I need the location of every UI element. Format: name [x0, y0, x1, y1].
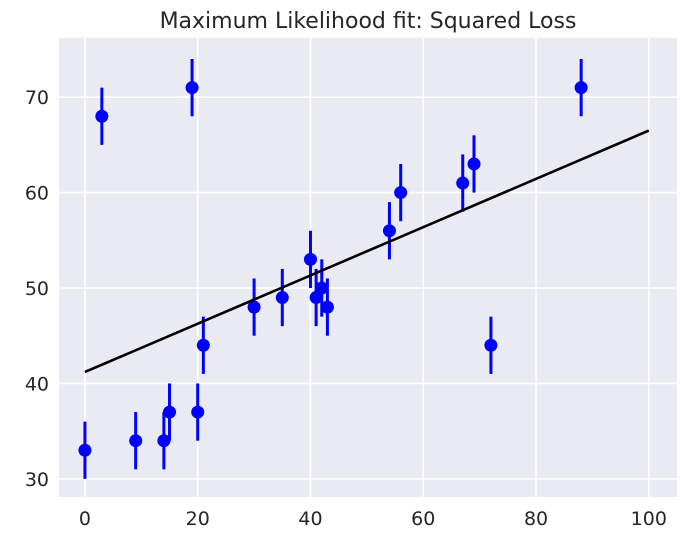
data-point — [95, 109, 109, 123]
data-point — [191, 405, 205, 419]
x-tick-label: 20 — [186, 508, 210, 530]
fit-line — [84, 129, 650, 374]
grid — [59, 38, 677, 497]
x-tick-label: 0 — [79, 508, 91, 530]
data-point — [129, 434, 143, 448]
x-tick-label: 60 — [411, 508, 435, 530]
data-point — [157, 434, 171, 448]
data-point — [394, 186, 408, 200]
marks — [78, 58, 650, 479]
data-point — [78, 443, 92, 457]
plot-area — [59, 38, 677, 497]
y-tick-label: 50 — [25, 278, 49, 300]
data-point — [275, 291, 289, 305]
data-point — [382, 224, 396, 238]
data-point — [163, 405, 177, 419]
tick-labels: 0 20 40 60 80 100 30 40 50 60 70 — [25, 87, 667, 530]
data-point — [467, 157, 481, 171]
data-point — [574, 81, 588, 95]
chart-title: Maximum Likelihood fit: Squared Loss — [160, 9, 577, 34]
data-point — [484, 338, 498, 352]
data-point — [196, 338, 210, 352]
data-point — [185, 81, 199, 95]
x-tick-label: 100 — [631, 508, 667, 530]
x-tick-label: 40 — [298, 508, 322, 530]
data-point — [247, 300, 261, 314]
data-point — [309, 291, 323, 305]
y-tick-label: 60 — [25, 183, 49, 205]
data-point — [320, 300, 334, 314]
y-tick-label: 70 — [25, 87, 49, 109]
data-point — [456, 176, 470, 190]
data-point — [315, 281, 329, 295]
x-tick-label: 80 — [524, 508, 548, 530]
y-tick-label: 30 — [25, 469, 49, 491]
data-point — [303, 252, 317, 266]
y-tick-label: 40 — [25, 373, 49, 395]
